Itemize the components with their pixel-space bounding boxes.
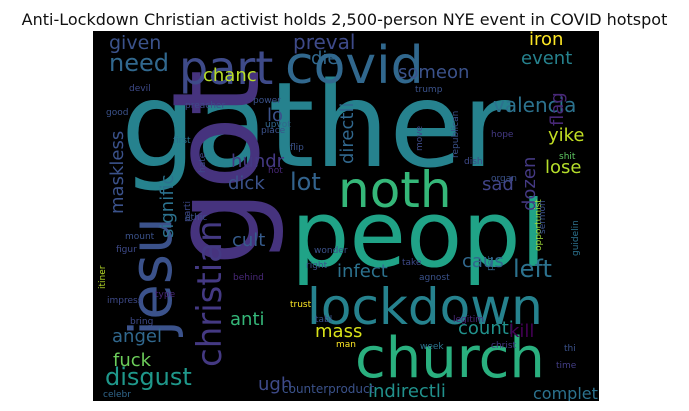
word-right: right xyxy=(306,261,328,271)
word-complet: complet xyxy=(533,384,598,401)
word-given: given xyxy=(109,32,161,54)
word-sad: sad xyxy=(482,174,514,195)
word-dick: dick xyxy=(228,173,265,194)
word-agnost: agnost xyxy=(419,273,450,283)
word-iron: iron xyxy=(529,31,563,50)
word-wonder: wonder xyxy=(314,246,348,256)
word-event: event xyxy=(521,48,572,69)
word-yike: yike xyxy=(548,125,585,146)
word-itiner: itiner xyxy=(98,265,108,289)
word-week: week xyxy=(420,342,444,352)
word-preval: preval xyxy=(293,31,355,54)
word-upvot: upvot xyxy=(265,120,291,130)
word-part: part xyxy=(179,41,273,95)
word-christian: christian xyxy=(190,220,230,367)
word-christ: christ xyxy=(491,341,517,351)
word-ugh: ugh xyxy=(258,374,292,395)
word-directli: directli xyxy=(337,103,358,164)
word-move: move xyxy=(415,125,425,151)
word-disgust: disgust xyxy=(105,363,192,391)
word-tabl: tabl xyxy=(315,315,332,325)
word-flag: flag xyxy=(547,92,568,126)
word-per: per xyxy=(486,256,496,271)
word-noth: noth xyxy=(338,161,452,219)
word-mass: mass xyxy=(315,321,362,342)
word-caus: caus xyxy=(462,251,504,272)
word-church: church xyxy=(355,326,545,391)
word-fuck: fuck xyxy=(113,350,152,371)
word-infect: infect xyxy=(337,261,388,282)
word-lot: lot xyxy=(290,168,321,196)
word-first: first xyxy=(173,136,191,146)
word-chanc: chanc xyxy=(203,65,257,86)
cloud-background xyxy=(93,31,599,401)
word-mount: mount xyxy=(125,232,155,242)
word-behind: behind xyxy=(233,273,264,283)
word-counterproduct: counterproduct xyxy=(282,382,375,396)
word-sermon: sermon xyxy=(538,200,548,234)
word-trust: trust xyxy=(290,300,312,310)
word-shit: shit xyxy=(559,152,576,162)
word-preacher: preacher xyxy=(185,101,225,111)
word-cloud-canvas: gather peopl got covid part church lockdown not… xyxy=(93,31,599,401)
word-peopl: peopl xyxy=(291,181,546,288)
word-left: left xyxy=(513,255,552,283)
word-dozen: dozen xyxy=(519,157,540,211)
word-angel: angel xyxy=(112,326,162,347)
word-guidelin: guidelin xyxy=(571,220,581,256)
word-place: place xyxy=(261,126,286,136)
word-anti: anti xyxy=(230,309,265,330)
word-signific: signific xyxy=(157,175,178,238)
word-man: man xyxy=(336,340,356,350)
word-legitim: legitim xyxy=(453,315,484,325)
word-dish: dish xyxy=(464,157,483,167)
word-thi: thi xyxy=(564,344,576,354)
word-good: good xyxy=(106,108,128,118)
word-ethic: ethic xyxy=(185,213,207,223)
word-impress: impress xyxy=(107,296,143,306)
word-die: die xyxy=(311,48,339,69)
word-hundr: hundr xyxy=(231,151,285,172)
word-lockdown: lockdown xyxy=(307,278,543,336)
figure-title: Anti-Lockdown Christian activist holds 2… xyxy=(21,10,668,29)
word-power: power xyxy=(253,96,281,106)
word-hope: hope xyxy=(491,130,514,140)
word-type: type xyxy=(155,290,176,300)
word-hot: hot xyxy=(268,166,283,176)
word-need: need xyxy=(109,49,169,77)
word-someon: someon xyxy=(398,62,469,83)
word-lo: lo xyxy=(267,105,283,126)
word-parti: parti xyxy=(183,201,193,222)
word-hate: hate xyxy=(198,152,208,173)
word-opportunist: opportunist xyxy=(534,199,544,251)
word-lose: lose xyxy=(545,157,581,178)
word-valencia: valencia xyxy=(493,93,576,117)
word-celebr: celebr xyxy=(103,390,131,400)
word-time: time xyxy=(556,361,577,371)
word-kill: kill xyxy=(509,321,534,342)
word-flip: flip xyxy=(290,143,304,153)
word-maskless: maskless xyxy=(107,131,128,214)
word-gather: gather xyxy=(121,56,511,194)
word-covid: covid xyxy=(285,36,424,96)
word-take: take xyxy=(402,258,422,268)
word-counti: counti xyxy=(458,318,514,339)
word-organ: organ xyxy=(491,174,517,184)
word-bring: bring xyxy=(130,317,153,327)
word-cult: cult xyxy=(232,230,265,251)
word-figur: figur xyxy=(116,245,137,255)
word-devil: devil xyxy=(129,84,151,94)
word-jesu: jesu xyxy=(117,217,185,338)
word-republican: republican xyxy=(451,111,461,158)
word-trump: trump xyxy=(415,85,443,95)
word-indirectli: indirectli xyxy=(368,381,446,401)
word-got: got xyxy=(148,69,287,266)
